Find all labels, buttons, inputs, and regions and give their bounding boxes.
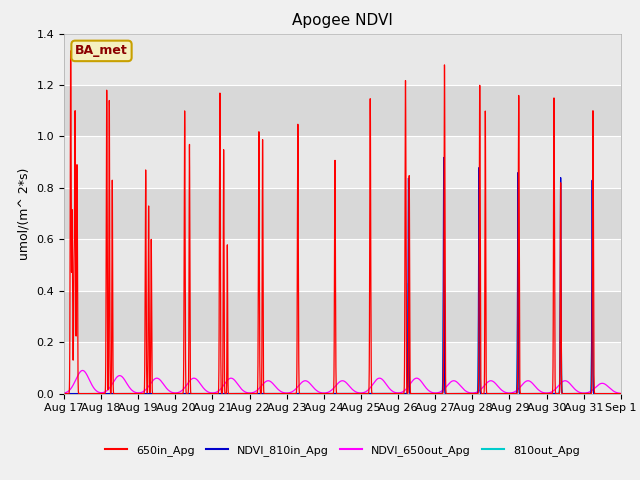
Bar: [64, 85, 621, 136]
Bar: [64, 34, 621, 85]
Y-axis label: umol/(m^ 2*s): umol/(m^ 2*s): [18, 168, 31, 260]
810out_Apg: [173, 391, 181, 396]
650in_Apg: [67, 48, 74, 54]
650in_Apg: [179, 389, 187, 395]
NDVI_650out_Apg: [173, 390, 181, 396]
Title: Apogee NDVI: Apogee NDVI: [292, 13, 393, 28]
NDVI_810in_Apg: [617, 391, 625, 396]
650in_Apg: [615, 391, 623, 396]
650in_Apg: [499, 391, 506, 396]
NDVI_810in_Apg: [179, 391, 187, 396]
NDVI_650out_Apg: [617, 391, 625, 396]
650in_Apg: [617, 391, 625, 396]
650in_Apg: [269, 391, 276, 396]
NDVI_810in_Apg: [60, 391, 68, 396]
Bar: [64, 342, 621, 394]
810out_Apg: [419, 391, 427, 396]
NDVI_650out_Apg: [179, 386, 187, 392]
NDVI_810in_Apg: [440, 155, 447, 160]
NDVI_810in_Apg: [269, 391, 276, 396]
NDVI_810in_Apg: [173, 391, 181, 396]
650in_Apg: [173, 391, 181, 396]
650in_Apg: [123, 391, 131, 396]
810out_Apg: [617, 391, 625, 396]
810out_Apg: [60, 391, 68, 396]
Bar: [64, 136, 621, 188]
810out_Apg: [269, 391, 276, 396]
NDVI_810in_Apg: [499, 391, 506, 396]
650in_Apg: [60, 391, 68, 396]
Line: 650in_Apg: 650in_Apg: [64, 51, 621, 394]
Bar: [64, 188, 621, 240]
810out_Apg: [499, 391, 506, 396]
NDVI_650out_Apg: [615, 390, 623, 396]
Text: BA_met: BA_met: [75, 44, 128, 58]
NDVI_810in_Apg: [419, 391, 427, 396]
NDVI_650out_Apg: [269, 380, 276, 386]
NDVI_810in_Apg: [615, 391, 623, 396]
NDVI_650out_Apg: [499, 388, 506, 394]
Bar: [64, 240, 621, 291]
650in_Apg: [420, 391, 428, 396]
810out_Apg: [404, 280, 412, 286]
Bar: [64, 291, 621, 342]
Line: NDVI_810in_Apg: NDVI_810in_Apg: [64, 157, 621, 394]
810out_Apg: [179, 391, 187, 396]
Line: NDVI_650out_Apg: NDVI_650out_Apg: [64, 371, 621, 394]
NDVI_650out_Apg: [419, 381, 427, 387]
NDVI_650out_Apg: [60, 390, 68, 396]
810out_Apg: [615, 391, 623, 396]
Legend: 650in_Apg, NDVI_810in_Apg, NDVI_650out_Apg, 810out_Apg: 650in_Apg, NDVI_810in_Apg, NDVI_650out_A…: [100, 440, 584, 460]
Line: 810out_Apg: 810out_Apg: [64, 283, 621, 394]
NDVI_650out_Apg: [79, 368, 86, 373]
